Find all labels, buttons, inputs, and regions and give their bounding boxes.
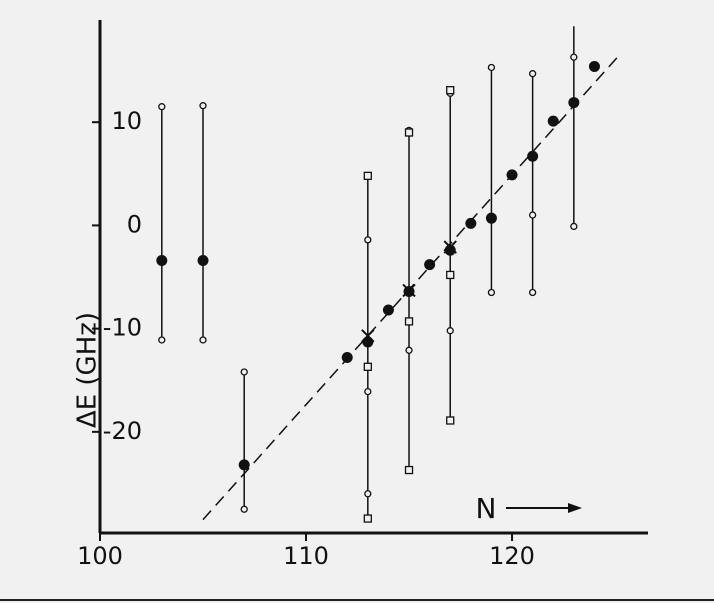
open-square [446, 416, 455, 425]
open-circle [487, 63, 496, 72]
y-tick-label: 10 [111, 107, 142, 135]
mean-point [506, 169, 518, 181]
open-circle [446, 327, 454, 335]
open-circle [364, 236, 372, 244]
open-circle [487, 288, 496, 297]
annotation: N [476, 492, 497, 525]
y-tick-label: -20 [103, 417, 142, 445]
open-square [446, 270, 455, 280]
mean-point [547, 115, 559, 127]
mean-point [341, 352, 353, 364]
open-circle [364, 490, 372, 498]
x-tick-label: 100 [77, 542, 123, 570]
open-square [404, 465, 414, 475]
open-circle [199, 102, 207, 110]
open-square [404, 128, 414, 137]
open-square [404, 317, 414, 326]
mean-point [568, 97, 580, 109]
y-tick-label: 0 [127, 210, 142, 238]
open-circle [528, 288, 537, 297]
y-tick-label: -10 [103, 314, 142, 342]
mean-point [382, 304, 394, 316]
open-circle [405, 346, 413, 354]
mean-point [197, 255, 209, 267]
x-tick-label: 110 [283, 542, 329, 570]
open-circle [240, 505, 248, 513]
open-circle [528, 211, 537, 219]
open-circle [528, 70, 537, 78]
open-circle [364, 387, 372, 396]
open-circle [570, 222, 578, 231]
mean-point [485, 212, 497, 224]
mean-point [362, 336, 374, 348]
open-circle [158, 336, 166, 344]
mean-point [403, 285, 415, 297]
x-tick-label: 120 [489, 542, 535, 570]
mean-point [238, 459, 250, 471]
annotation-arrowhead [568, 503, 582, 513]
open-circle [158, 103, 166, 111]
open-square [446, 86, 455, 95]
open-circle [240, 368, 248, 376]
mean-point [527, 150, 539, 162]
open-circle [199, 336, 207, 344]
mean-point [424, 259, 436, 271]
mean-point [156, 255, 168, 267]
open-circle [570, 53, 578, 61]
mean-point [444, 244, 456, 256]
mean-point [588, 60, 600, 72]
open-square [363, 171, 372, 181]
open-square [363, 362, 372, 371]
mean-point [465, 217, 477, 229]
open-square [363, 514, 372, 523]
y-axis-label: ΔE (GHz) [73, 312, 103, 428]
